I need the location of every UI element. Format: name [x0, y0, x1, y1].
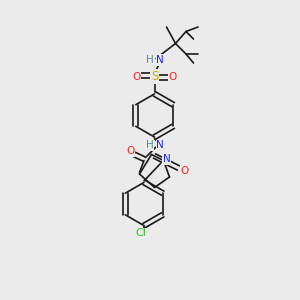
Text: H: H	[146, 140, 154, 151]
Text: O: O	[126, 146, 135, 157]
Text: S: S	[151, 70, 158, 83]
Text: N: N	[156, 55, 164, 65]
Text: H: H	[146, 55, 154, 65]
Text: O: O	[180, 166, 189, 176]
Text: O: O	[168, 71, 177, 82]
Text: O: O	[132, 71, 141, 82]
Text: N: N	[156, 140, 164, 151]
Text: N: N	[163, 154, 170, 164]
Text: Cl: Cl	[136, 228, 146, 238]
